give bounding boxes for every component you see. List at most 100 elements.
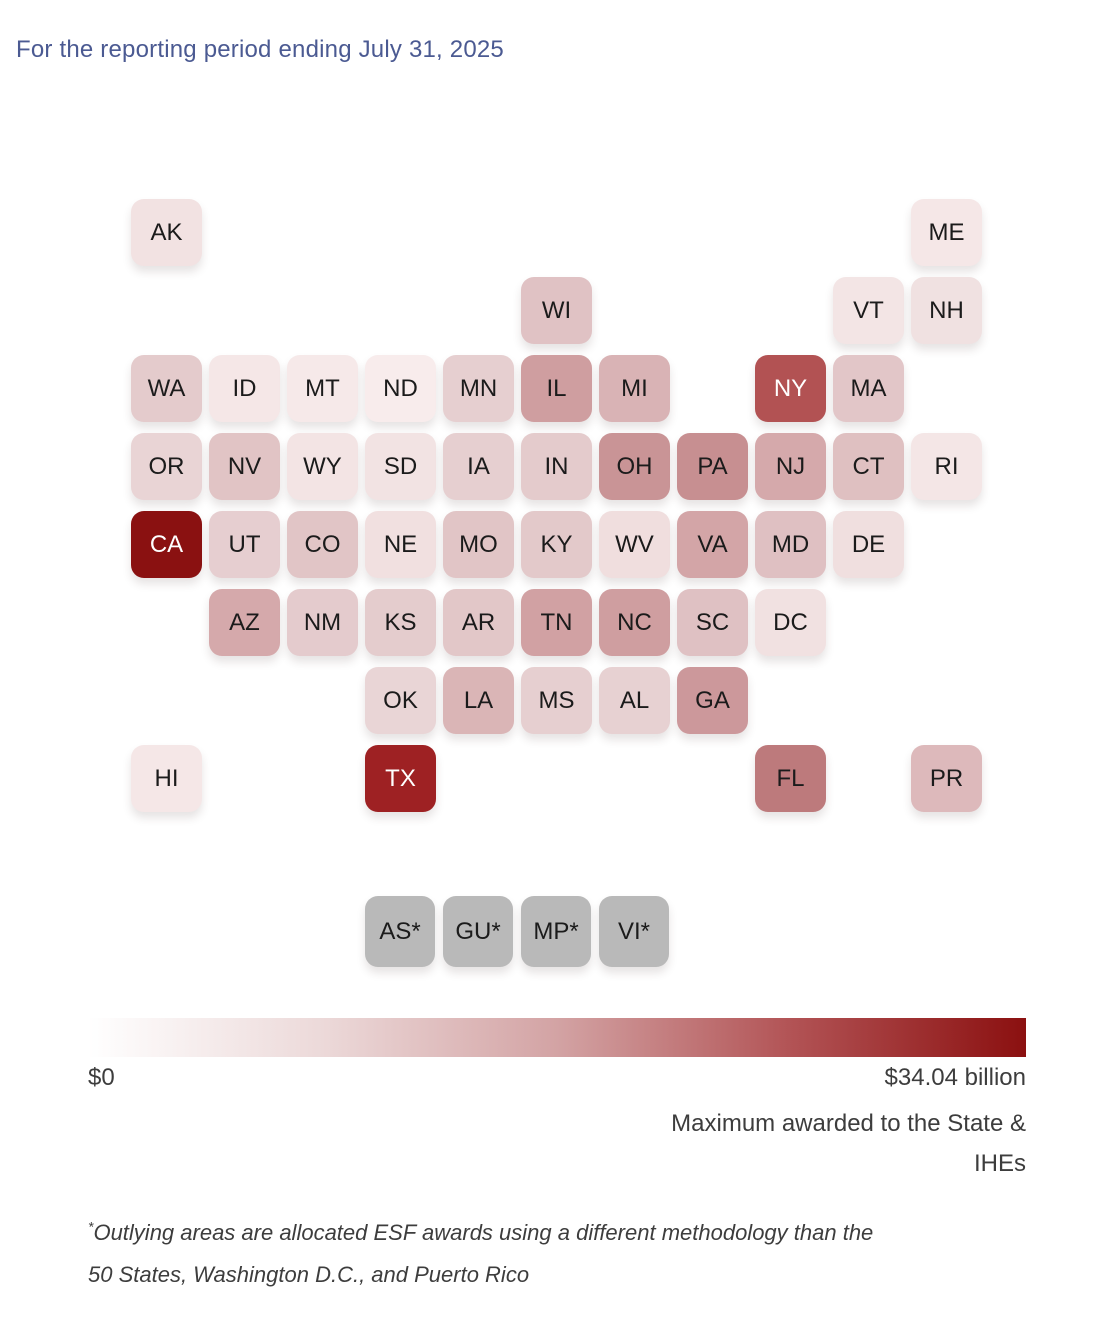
tile-grid-map: AK ME WI VT NH WA ID MT ND MN IL MI NY MA OR NV WY SD IA IN…	[131, 199, 982, 967]
state-tile-label: GU*	[455, 917, 501, 945]
state-tile-vi[interactable]: VI*	[599, 896, 669, 967]
state-tile-label: DE	[851, 530, 886, 558]
state-tile-mp[interactable]: MP*	[521, 896, 591, 967]
state-tile-as[interactable]: AS*	[365, 896, 435, 967]
state-tile-ct[interactable]: CT	[833, 433, 904, 500]
state-tile-wi[interactable]: WI	[521, 277, 592, 344]
state-tile-gu[interactable]: GU*	[443, 896, 513, 967]
state-tile-mn[interactable]: MN	[443, 355, 514, 422]
state-tile-ky[interactable]: KY	[521, 511, 592, 578]
state-tile-label: AL	[619, 686, 650, 714]
state-tile-ut[interactable]: UT	[209, 511, 280, 578]
state-tile-al[interactable]: AL	[599, 667, 670, 734]
footnote: *Outlying areas are allocated ESF awards…	[88, 1212, 1028, 1296]
state-tile-wa[interactable]: WA	[131, 355, 202, 422]
state-tile-label: CT	[852, 452, 885, 480]
state-tile-label: OK	[383, 686, 418, 714]
state-tile-label: IA	[467, 452, 490, 480]
state-tile-ca[interactable]: CA	[131, 511, 202, 578]
state-tile-label: PR	[929, 764, 964, 792]
state-tile-nc[interactable]: NC	[599, 589, 670, 656]
state-tile-ak[interactable]: AK	[131, 199, 202, 266]
state-tile-ms[interactable]: MS	[521, 667, 592, 734]
state-tile-il[interactable]: IL	[521, 355, 592, 422]
state-tile-label: CO	[304, 530, 341, 558]
state-tile-pr[interactable]: PR	[911, 745, 982, 812]
state-tile-label: WI	[541, 296, 572, 324]
state-tile-tx[interactable]: TX	[365, 745, 436, 812]
state-tile-ma[interactable]: MA	[833, 355, 904, 422]
state-tile-wv[interactable]: WV	[599, 511, 670, 578]
state-tile-label: OR	[148, 452, 185, 480]
state-tile-label: NY	[773, 374, 808, 402]
legend-caption: Maximum awarded to the State & IHEs	[326, 1104, 1026, 1184]
state-tile-label: ND	[383, 374, 418, 402]
state-tile-nv[interactable]: NV	[209, 433, 280, 500]
state-tile-ar[interactable]: AR	[443, 589, 514, 656]
state-tile-label: RI	[934, 452, 959, 480]
state-tile-label: AK	[150, 218, 183, 246]
state-tile-label: MP*	[533, 917, 579, 945]
state-tile-nd[interactable]: ND	[365, 355, 436, 422]
state-tile-me[interactable]: ME	[911, 199, 982, 266]
state-tile-ks[interactable]: KS	[365, 589, 436, 656]
state-tile-sc[interactable]: SC	[677, 589, 748, 656]
state-tile-label: MS	[538, 686, 575, 714]
state-tile-label: SD	[383, 452, 418, 480]
state-tile-mi[interactable]: MI	[599, 355, 670, 422]
state-tile-ri[interactable]: RI	[911, 433, 982, 500]
state-tile-label: VA	[697, 530, 728, 558]
state-tile-az[interactable]: AZ	[209, 589, 280, 656]
state-tile-mt[interactable]: MT	[287, 355, 358, 422]
legend-min-label: $0	[88, 1064, 115, 1091]
state-tile-in[interactable]: IN	[521, 433, 592, 500]
footnote-line2: 50 States, Washington D.C., and Puerto R…	[88, 1262, 530, 1287]
state-tile-label: NJ	[775, 452, 806, 480]
state-tile-tn[interactable]: TN	[521, 589, 592, 656]
state-tile-dc[interactable]: DC	[755, 589, 826, 656]
state-tile-label: FL	[776, 764, 805, 792]
state-tile-co[interactable]: CO	[287, 511, 358, 578]
state-tile-label: ID	[232, 374, 257, 402]
footnote-line1: *Outlying areas are allocated ESF awards…	[88, 1218, 874, 1245]
state-tile-pa[interactable]: PA	[677, 433, 748, 500]
state-tile-label: WA	[147, 374, 186, 402]
state-tile-va[interactable]: VA	[677, 511, 748, 578]
state-tile-sd[interactable]: SD	[365, 433, 436, 500]
state-tile-label: IN	[544, 452, 569, 480]
state-tile-nj[interactable]: NJ	[755, 433, 826, 500]
state-tile-label: OH	[616, 452, 653, 480]
state-tile-label: WV	[615, 530, 654, 558]
state-tile-label: DC	[773, 608, 808, 636]
state-tile-nh[interactable]: NH	[911, 277, 982, 344]
page-title: For the reporting period ending July 31,…	[16, 36, 504, 63]
state-tile-label: MD	[771, 530, 810, 558]
state-tile-label: LA	[463, 686, 494, 714]
state-tile-ia[interactable]: IA	[443, 433, 514, 500]
state-tile-label: KY	[540, 530, 573, 558]
state-tile-label: NH	[929, 296, 964, 324]
state-tile-oh[interactable]: OH	[599, 433, 670, 500]
state-tile-label: SC	[695, 608, 730, 636]
state-tile-label: IL	[546, 374, 567, 402]
state-tile-ne[interactable]: NE	[365, 511, 436, 578]
state-tile-label: GA	[695, 686, 730, 714]
state-tile-hi[interactable]: HI	[131, 745, 202, 812]
state-tile-ok[interactable]: OK	[365, 667, 436, 734]
state-tile-vt[interactable]: VT	[833, 277, 904, 344]
state-tile-la[interactable]: LA	[443, 667, 514, 734]
state-tile-ga[interactable]: GA	[677, 667, 748, 734]
state-tile-label: KS	[384, 608, 417, 636]
state-tile-fl[interactable]: FL	[755, 745, 826, 812]
state-tile-md[interactable]: MD	[755, 511, 826, 578]
state-tile-mo[interactable]: MO	[443, 511, 514, 578]
state-tile-or[interactable]: OR	[131, 433, 202, 500]
state-tile-id[interactable]: ID	[209, 355, 280, 422]
state-tile-ny[interactable]: NY	[755, 355, 826, 422]
state-tile-nm[interactable]: NM	[287, 589, 358, 656]
legend-caption-line1: Maximum awarded to the State &	[671, 1110, 1026, 1137]
footnote-asterisk: *	[88, 1218, 94, 1235]
state-tile-de[interactable]: DE	[833, 511, 904, 578]
state-tile-label: MT	[305, 374, 340, 402]
state-tile-wy[interactable]: WY	[287, 433, 358, 500]
